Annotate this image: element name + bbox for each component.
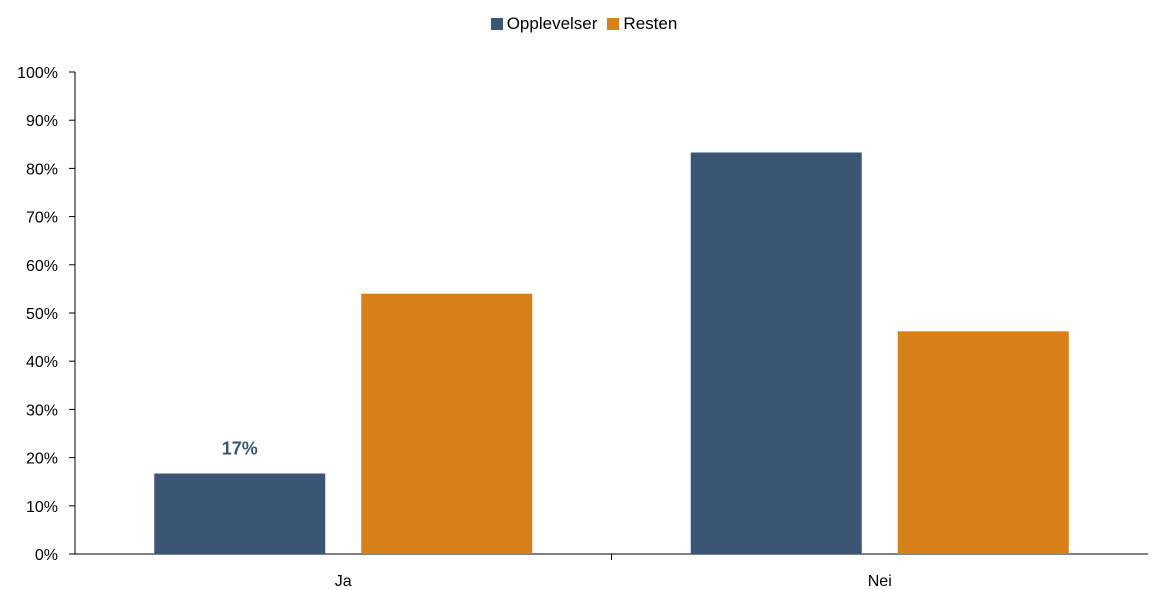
y-tick-label: 40% xyxy=(26,354,58,371)
y-tick-label: 60% xyxy=(26,258,58,275)
y-tick-label: 20% xyxy=(26,451,58,468)
legend-label-opplevelser: Opplevelser xyxy=(506,14,598,33)
legend-entry-opplevelser: Opplevelser xyxy=(490,14,598,34)
y-tick-label: 100% xyxy=(17,65,58,82)
legend-label-resten: Resten xyxy=(623,14,678,33)
y-tick-label: 30% xyxy=(26,402,58,419)
y-tick-label: 50% xyxy=(26,306,58,323)
legend-swatch-resten xyxy=(607,18,620,30)
bar-resten-ja xyxy=(361,293,533,554)
legend: Opplevelser Resten xyxy=(0,14,1168,34)
data-label: 17% xyxy=(222,439,258,459)
y-tick-label: 80% xyxy=(26,161,58,178)
y-tick-label: 10% xyxy=(26,499,58,516)
y-tick-label: 70% xyxy=(26,210,58,227)
legend-entry-resten: Resten xyxy=(607,14,677,34)
bar-opplevelser-nei xyxy=(690,152,862,554)
y-tick-label: 90% xyxy=(26,113,58,130)
bar-resten-nei xyxy=(897,331,1069,554)
x-tick-label: Nei xyxy=(868,573,892,590)
x-tick-label: Ja xyxy=(335,573,352,590)
legend-swatch-opplevelser xyxy=(490,18,503,30)
y-tick-label: 0% xyxy=(35,547,58,564)
bar-opplevelser-ja xyxy=(154,473,326,554)
